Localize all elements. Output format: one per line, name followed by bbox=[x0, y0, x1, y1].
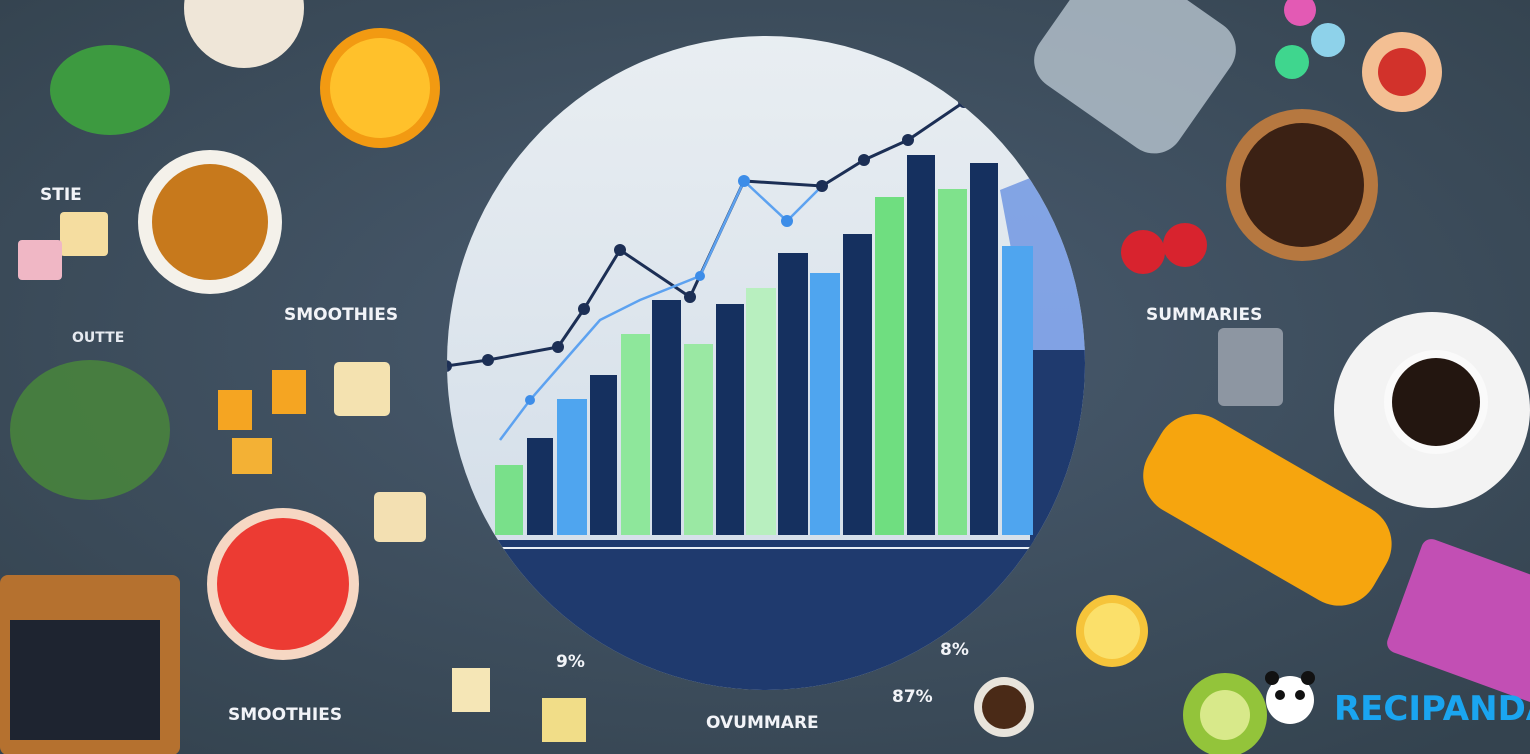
label: OVUMMARE bbox=[706, 713, 819, 733]
bar bbox=[810, 273, 840, 535]
label: 9% bbox=[556, 652, 585, 672]
trend-line-2 bbox=[499, 178, 823, 441]
bar bbox=[684, 344, 713, 535]
label: SUMMARIES bbox=[1146, 305, 1262, 325]
bar bbox=[557, 399, 587, 535]
label: 87% bbox=[892, 687, 933, 707]
bar bbox=[652, 300, 681, 535]
trend-points-2 bbox=[525, 175, 793, 405]
bar bbox=[970, 163, 998, 535]
label: OUTTE bbox=[72, 330, 124, 346]
bar bbox=[843, 234, 872, 535]
label: SMOOTHIES bbox=[228, 705, 342, 725]
bar bbox=[907, 155, 935, 535]
label: SMOOTHIES bbox=[284, 305, 398, 325]
bar bbox=[716, 304, 744, 535]
bars bbox=[495, 155, 1033, 535]
label: STIE bbox=[40, 185, 82, 205]
label: 8% bbox=[940, 640, 969, 660]
bar bbox=[938, 189, 967, 535]
bar bbox=[875, 197, 904, 535]
bar bbox=[621, 334, 650, 535]
bar bbox=[590, 375, 617, 535]
logo-text: RECIPANDA bbox=[1334, 689, 1530, 729]
bar bbox=[527, 438, 553, 535]
bar bbox=[778, 253, 808, 535]
bar bbox=[1002, 246, 1033, 535]
logo: RECIPANDA bbox=[1265, 671, 1530, 729]
bar bbox=[746, 288, 776, 535]
bar bbox=[495, 465, 523, 535]
